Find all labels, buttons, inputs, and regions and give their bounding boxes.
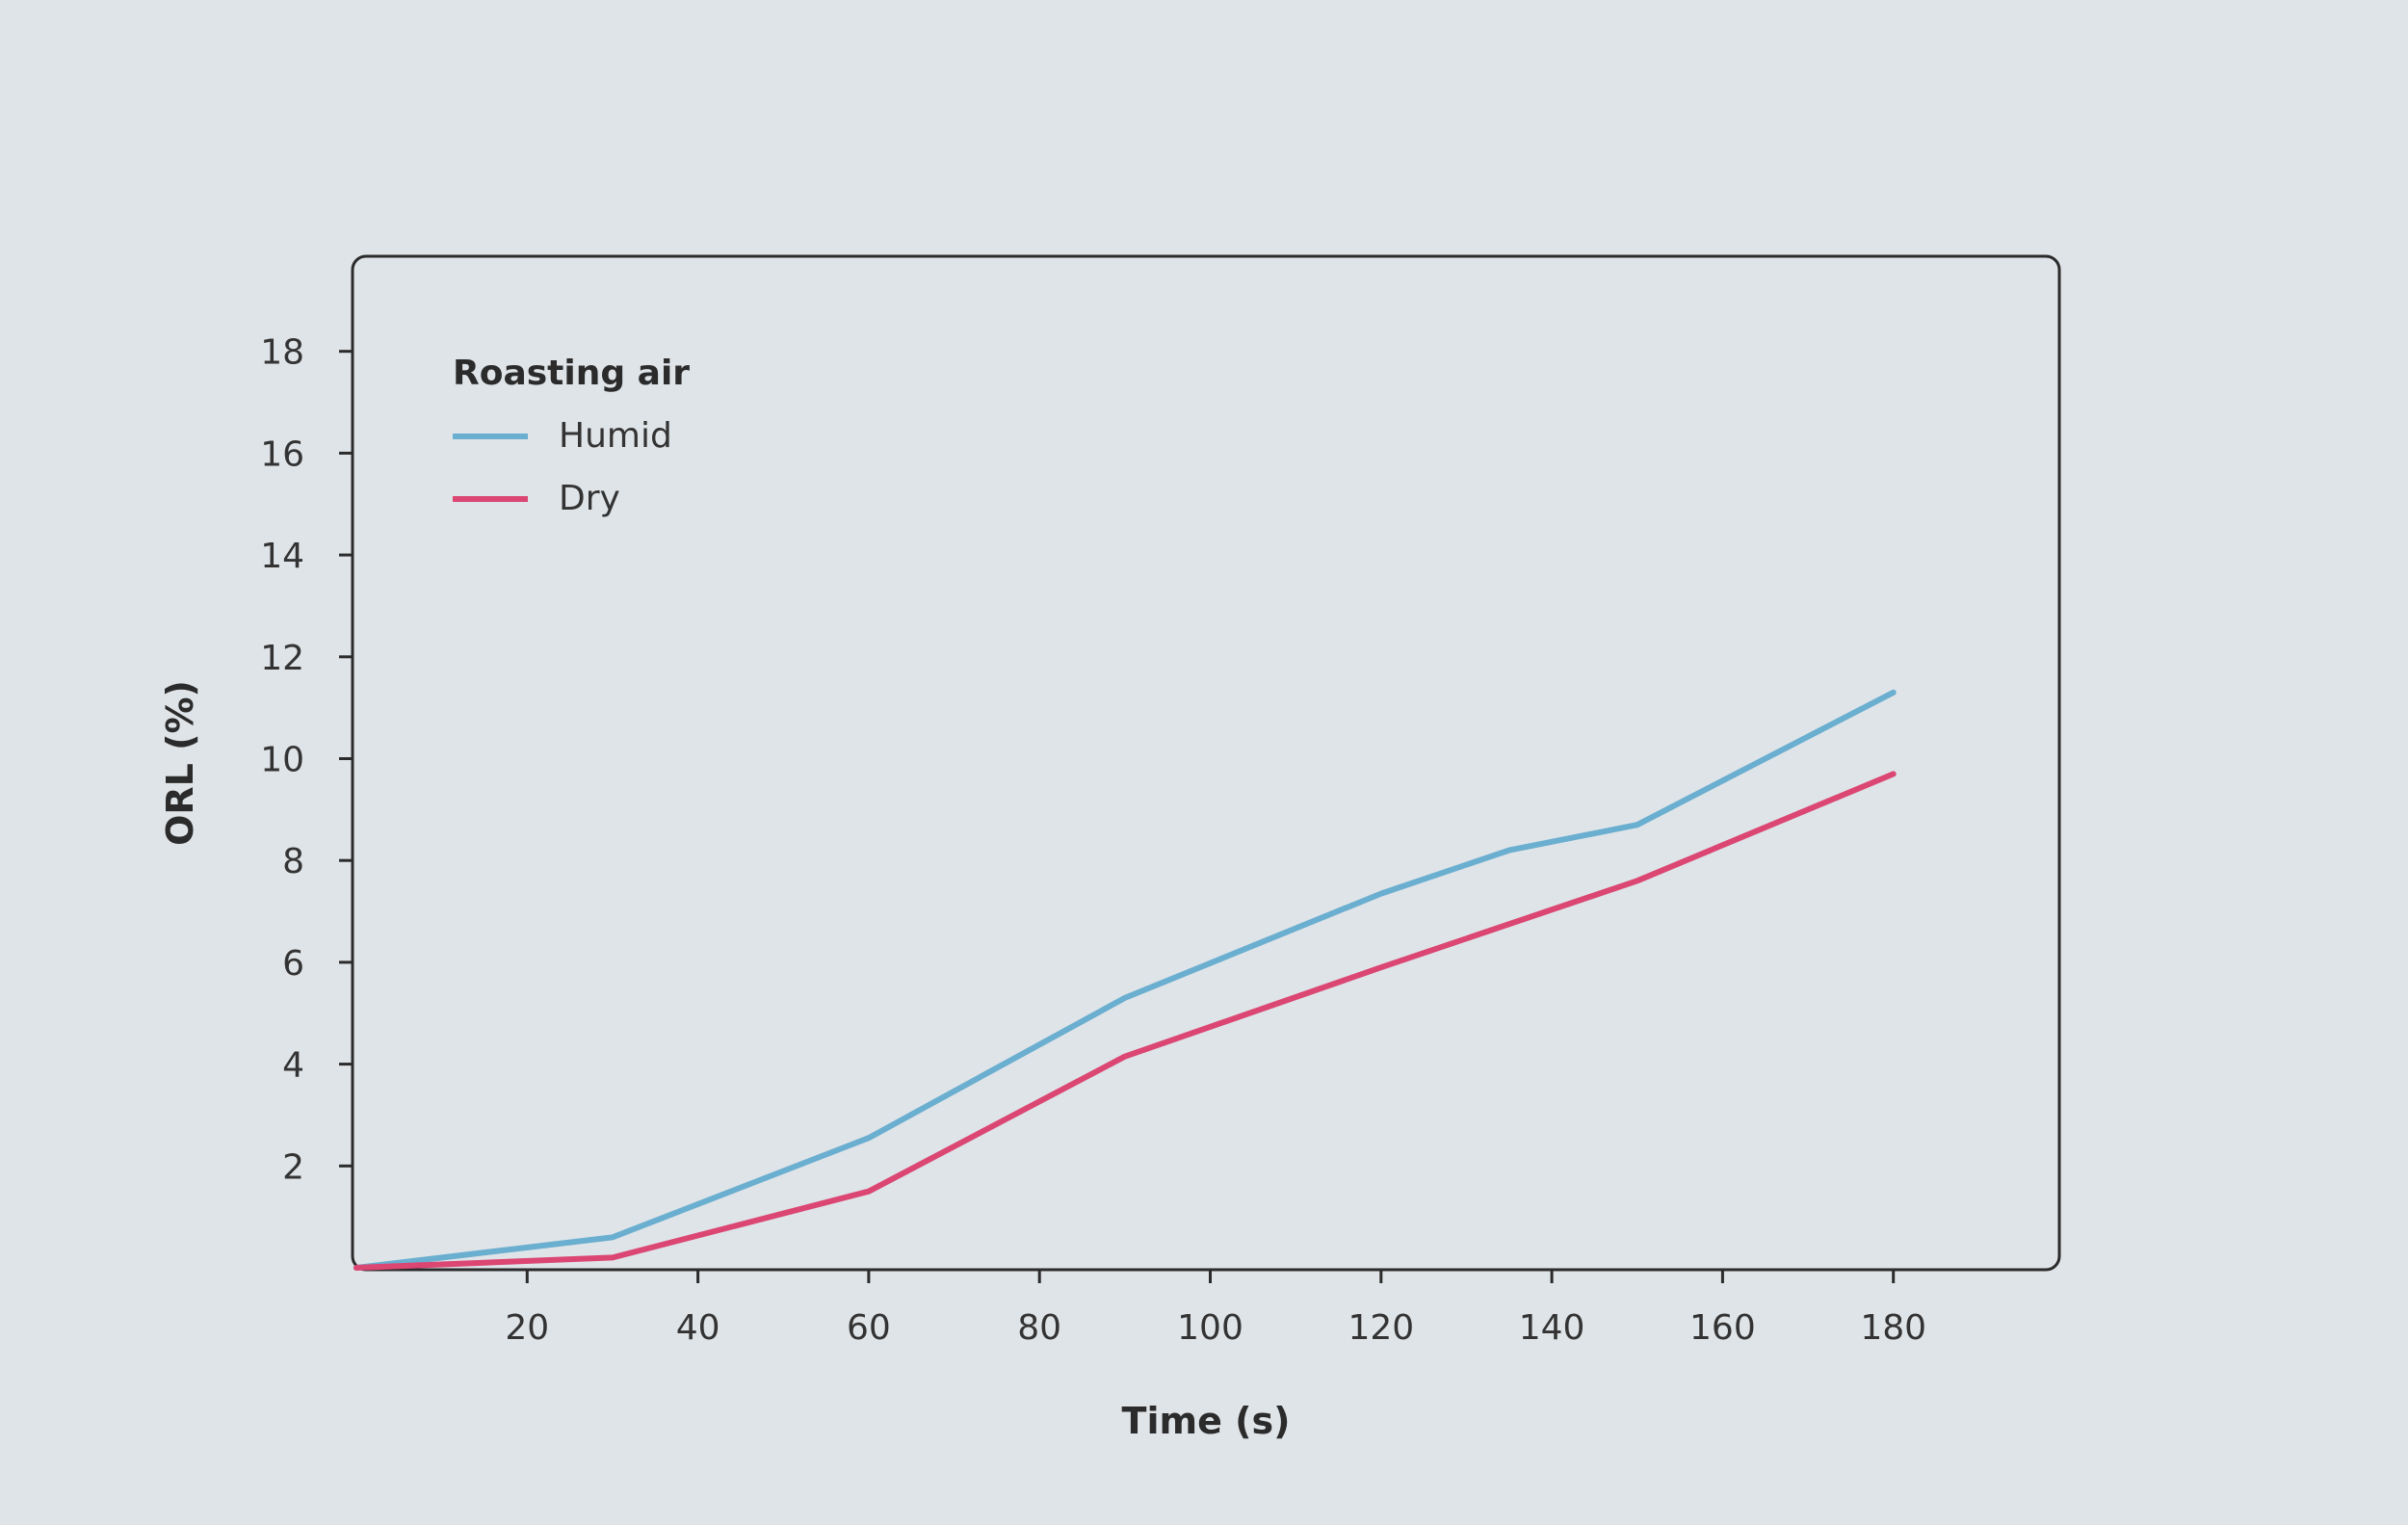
y-tick-label: 14 <box>260 537 304 576</box>
x-axis-title: Time (s) <box>1122 1400 1291 1442</box>
series-layer <box>353 689 1897 1271</box>
legend: Roasting air Humid Dry <box>453 354 690 518</box>
y-tick-label: 16 <box>260 434 304 474</box>
legend-label-dry: Dry <box>559 479 620 518</box>
y-tick-label: 10 <box>260 741 304 780</box>
x-axis-ticks: 20 40 60 80 100 120 140 160 180 <box>505 1270 1926 1348</box>
x-tick-label: 180 <box>1860 1308 1926 1348</box>
plot-frame <box>351 254 2061 1272</box>
x-tick-label: 160 <box>1689 1308 1756 1348</box>
y-tick-label: 12 <box>260 639 304 678</box>
legend-title: Roasting air <box>453 354 690 393</box>
y-tick-label: 18 <box>260 333 304 373</box>
y-axis-title: ORL (%) <box>159 680 201 846</box>
x-tick-label: 80 <box>1017 1308 1061 1348</box>
y-tick-label: 4 <box>282 1046 304 1086</box>
y-tick-label: 6 <box>282 944 304 984</box>
x-tick-label: 20 <box>505 1308 549 1348</box>
x-tick-label: 100 <box>1177 1308 1243 1348</box>
series-line-humid <box>353 689 1897 1271</box>
x-tick-label: 60 <box>847 1308 891 1348</box>
x-tick-label: 120 <box>1348 1308 1414 1348</box>
x-tick-label: 140 <box>1519 1308 1585 1348</box>
x-tick-label: 40 <box>676 1308 720 1348</box>
y-tick-label: 8 <box>282 842 304 881</box>
series-line-dry <box>353 771 1897 1271</box>
y-tick-label: 2 <box>282 1147 304 1187</box>
legend-label-humid: Humid <box>559 416 672 456</box>
y-axis-ticks: 2 4 6 8 10 12 14 16 18 <box>260 333 353 1187</box>
